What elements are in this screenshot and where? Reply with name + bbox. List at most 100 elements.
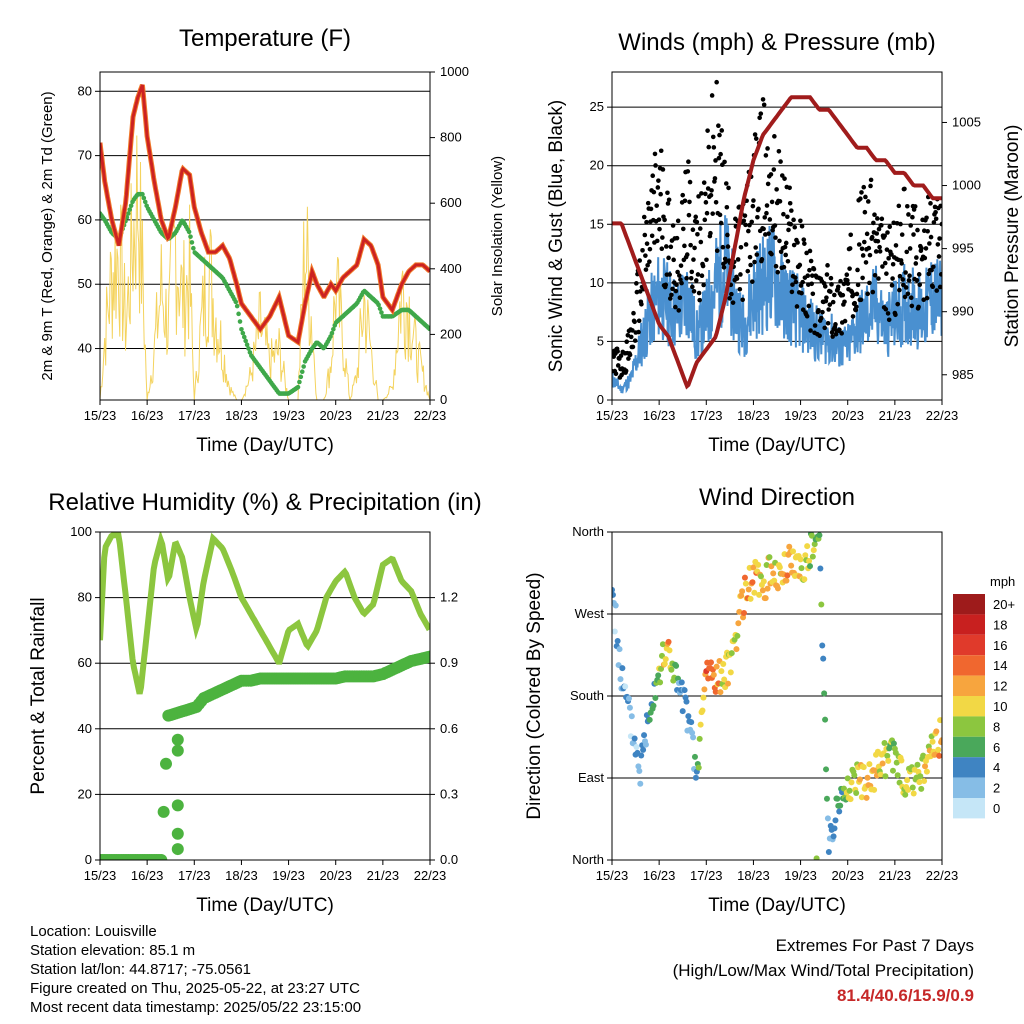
station-latlon: Station lat/lon: 44.8717; -75.0561 [30,961,252,978]
gust-point [791,242,797,248]
legend-label: 14 [993,658,1007,673]
series-wind [612,215,942,394]
x-tick-label: 18/23 [225,868,258,883]
gust-point [899,261,904,266]
dewpoint-point [141,195,147,201]
gust-point [890,276,895,281]
gust-point [647,246,653,252]
dewpoint-point [298,374,304,380]
direction-point [848,779,855,786]
gust-point [830,334,835,339]
direction-point [652,694,659,701]
gust-point [642,232,648,238]
x-tick-label: 20/23 [319,868,352,883]
gust-point [922,255,928,261]
gust-point [822,325,828,331]
gust-point [787,185,792,191]
y-tick-label: 5 [597,333,604,348]
x-tick-label: 22/23 [414,408,447,423]
gust-point [734,276,740,281]
gust-point [775,269,781,275]
y2-tick-label: 600 [440,195,462,210]
precip-point [155,854,168,860]
gust-point [706,144,712,150]
gust-point [916,304,921,310]
gust-point [906,278,912,283]
x-tick-label: 18/23 [737,868,770,883]
x-tick-label: 21/23 [367,868,400,883]
gust-point [785,214,790,220]
gust-point [925,228,930,234]
direction-point [728,650,735,657]
gust-point [795,240,800,245]
gust-point [865,291,871,297]
gust-point [935,242,941,247]
y-tick-label: 80 [78,83,92,98]
dewpoint-point [240,330,246,336]
gust-point [928,201,933,206]
gust-point [820,309,825,315]
gust-point [708,192,714,198]
gust-point [798,218,803,224]
gust-point [891,220,897,226]
x-tick-label: 15/23 [84,868,117,883]
gust-point [800,279,805,285]
gust-point [632,338,638,343]
direction-point [804,543,811,550]
gust-point [867,280,872,286]
gust-point [678,263,684,268]
legend-swatch [953,798,985,819]
gust-point [897,273,903,279]
gust-point [933,209,938,215]
y-tick-label: 0 [85,852,92,867]
gust-point [708,230,713,236]
gust-point [788,221,794,227]
y-tick-label: 80 [78,590,92,605]
gust-point [879,216,885,222]
extremes-summary: Extremes For Past 7 Days (High/Low/Max W… [673,933,974,1008]
gust-point [709,93,715,98]
dewpoint-point [329,330,335,336]
gust-point [690,284,695,290]
gust-point [660,167,666,172]
gust-point [789,289,795,295]
gust-point [703,191,708,197]
x-tick-label: 21/23 [879,868,912,883]
y2-tick-label: 0.9 [440,655,458,670]
y2-tick-label: 1005 [952,114,981,129]
direction-point [811,541,818,548]
gust-point [837,327,842,333]
gust-point [771,167,777,172]
direction-point [646,716,653,723]
gust-point [776,149,782,154]
gust-point [807,248,813,254]
panel-winds: Winds (mph) & Pressure (mb) 0 5 10 15 20 25 15/… [546,29,1023,456]
gust-point [926,271,932,277]
direction-point [923,768,930,775]
gust-point [735,257,741,262]
gust-point [842,299,847,305]
direction-point [738,592,745,599]
gust-point [618,353,624,359]
gust-point [913,261,919,266]
direction-point [784,572,791,579]
gust-point [675,269,680,275]
gust-point [801,237,807,242]
gust-point [858,196,863,202]
gust-point [889,283,895,288]
extremes-title: Extremes For Past 7 Days [775,936,974,955]
legend-label: 2 [993,781,1000,796]
gust-point [649,233,655,239]
gust-point [934,288,940,293]
dewpoint-point [427,326,430,332]
gust-point [867,252,873,258]
direction-point [786,543,793,550]
series-relative-humidity [100,532,430,695]
gust-point [691,288,697,294]
gust-point [860,275,865,281]
gust-point [833,331,839,337]
direction-point [628,713,635,720]
plot-frame [99,531,431,861]
x-tick-label: 17/23 [690,868,723,883]
gust-point [793,279,799,285]
